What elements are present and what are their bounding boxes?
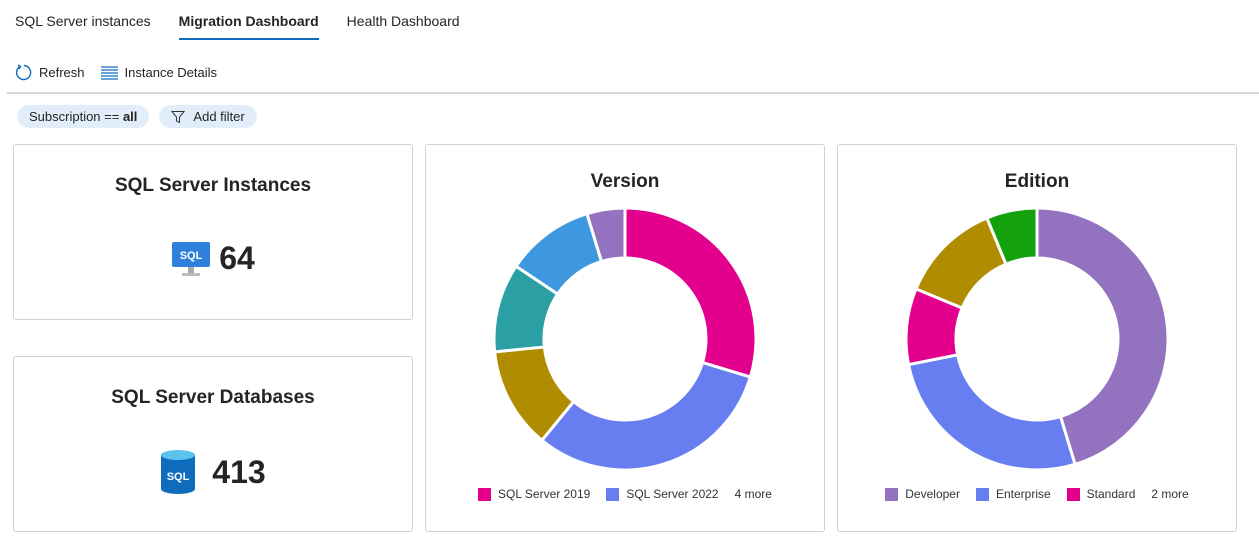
divider [7,92,1259,94]
donut-slice[interactable] [984,206,1039,267]
donut-slice[interactable] [585,206,627,264]
refresh-label: Refresh [39,65,85,80]
add-filter-button[interactable]: Add filter [159,105,257,128]
edition-chart-card: Edition Developer Enterprise Standard 2 mor… [837,144,1237,532]
instances-count: 64 [219,240,255,276]
legend-label: Developer [905,487,960,501]
legend-label: SQL Server 2019 [498,487,591,501]
toolbar: Refresh Instance Details [15,64,217,81]
tab-health-dashboard[interactable]: Health Dashboard [346,13,460,29]
sql-database-icon: SQL [161,450,196,494]
tab-migration-dashboard[interactable]: Migration Dashboard [178,0,319,40]
svg-text:SQL: SQL [167,471,190,483]
legend-swatch [1066,487,1080,501]
svg-text:SQL: SQL [180,250,203,262]
legend-swatch [606,487,620,501]
instance-details-button[interactable]: Instance Details [100,65,218,80]
legend-swatch [478,487,492,501]
chart-legend: SQL Server 2019 SQL Server 2022 4 more [426,487,824,501]
legend-item[interactable]: SQL Server 2022 [606,487,719,501]
version-donut [492,206,758,472]
version-chart-card: Version SQL Server 2019 SQL Server 2022 4 … [425,144,825,532]
legend-label: SQL Server 2022 [626,487,719,501]
legend-item[interactable]: Developer [885,487,960,501]
legend-swatch [975,487,989,501]
refresh-button[interactable]: Refresh [15,64,85,81]
tab-bar: SQL Server instances Migration Dashboard… [15,0,460,40]
subscription-filter-pill[interactable]: Subscription == all [17,105,150,128]
donut-slice-developer[interactable] [1035,206,1170,467]
sql-monitor-icon: SQL [172,241,211,276]
filter-icon [171,110,186,123]
legend-swatch [885,487,899,501]
tab-sql-server-instances[interactable]: SQL Server instances [15,13,151,29]
sql-instances-card[interactable]: SQL Server Instances SQL 64 [13,144,413,320]
donut-slice-sql-server-2019[interactable] [623,206,758,379]
donut-slice-enterprise[interactable] [906,353,1077,472]
legend-item[interactable]: SQL Server 2019 [478,487,590,501]
sql-databases-card[interactable]: SQL Server Databases SQL 413 [13,356,413,532]
legend-item[interactable]: Enterprise [975,487,1051,501]
legend-label: Standard [1086,487,1136,501]
refresh-icon [15,64,32,81]
legend-more-button[interactable]: 4 more [734,487,772,501]
filter-key: Subscription == [29,109,123,124]
edition-donut [904,206,1170,472]
databases-count: 413 [212,453,266,490]
add-filter-label: Add filter [193,109,245,124]
filter-value: all [122,109,138,124]
list-icon [100,65,118,80]
card-title: SQL Server Databases [111,387,315,408]
legend-label: Enterprise [995,487,1051,501]
chart-title: Version [590,171,660,192]
legend-more-button[interactable]: 2 more [1151,487,1189,501]
instance-details-label: Instance Details [124,65,218,80]
chart-legend: Developer Enterprise Standard 2 more [838,487,1236,501]
card-title: SQL Server Instances [114,175,312,196]
donut-slice-sql-server-2022[interactable] [539,360,753,472]
chart-title: Edition [1004,171,1070,192]
legend-item[interactable]: Standard [1066,487,1136,501]
